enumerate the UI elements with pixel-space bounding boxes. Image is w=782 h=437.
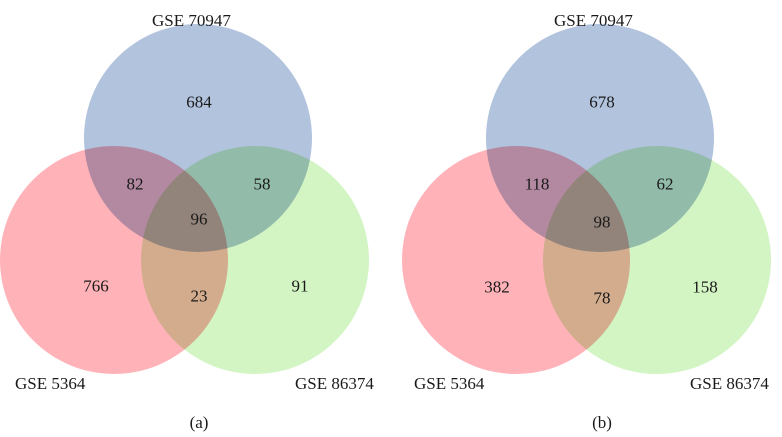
- region-all: 98: [594, 213, 611, 232]
- label-gse70947: GSE 70947: [152, 11, 231, 30]
- circle-gse86374: [141, 146, 369, 374]
- region-top-left: 118: [525, 175, 550, 194]
- label-gse86374: GSE 86374: [295, 374, 374, 393]
- venn-panel-a: GSE 70947 GSE 5364 GSE 86374 684 82 58 9…: [0, 11, 374, 432]
- caption-b: (b): [592, 413, 612, 432]
- region-all: 96: [191, 210, 208, 229]
- region-top-right: 58: [254, 175, 271, 194]
- region-left-only: 382: [484, 278, 510, 297]
- venn-panel-b: GSE 70947 GSE 5364 GSE 86374 678 118 62 …: [402, 11, 771, 432]
- region-top-only: 684: [186, 93, 212, 112]
- region-right-only: 91: [292, 277, 309, 296]
- label-gse5364: GSE 5364: [414, 374, 485, 393]
- region-left-only: 766: [83, 277, 109, 296]
- region-top-only: 678: [589, 93, 615, 112]
- label-gse5364: GSE 5364: [15, 374, 86, 393]
- caption-a: (a): [190, 413, 209, 432]
- region-top-right: 62: [657, 175, 674, 194]
- region-right-only: 158: [692, 278, 718, 297]
- label-gse86374: GSE 86374: [690, 374, 769, 393]
- region-top-left: 82: [127, 175, 144, 194]
- region-left-right: 78: [594, 289, 611, 308]
- label-gse70947: GSE 70947: [554, 11, 633, 30]
- region-left-right: 23: [191, 287, 208, 306]
- circle-gse86374: [543, 146, 771, 374]
